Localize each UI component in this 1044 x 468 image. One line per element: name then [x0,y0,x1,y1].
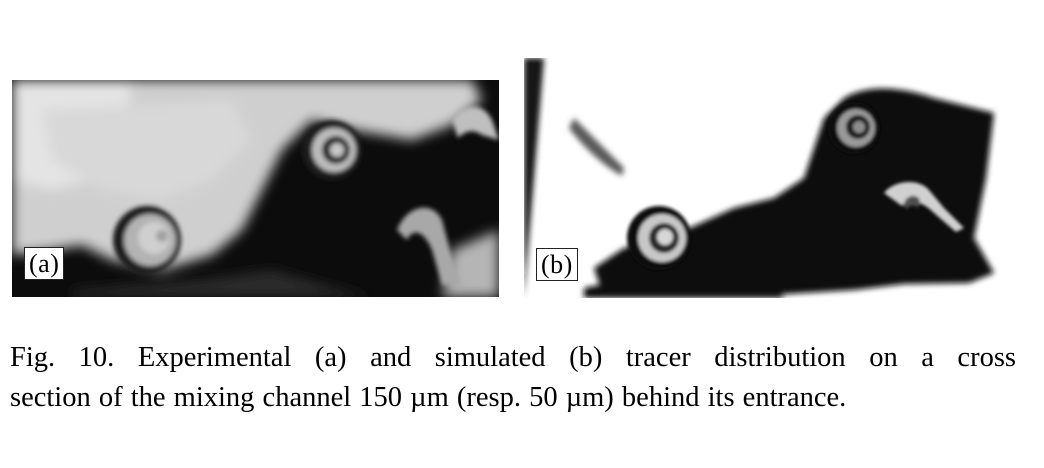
caption-line-1: Fig. 10. Experimental (a) and simulated … [10,342,1016,373]
panel-b-simulated-image: (b) [524,58,1010,298]
experimental-tracer-image [12,80,499,297]
figure-caption: Fig. 10. Experimental (a) and simulated … [10,338,1016,418]
panel-a-experimental-image: (a) [12,80,499,297]
panel-b-label: (b) [536,248,578,281]
caption-line-2: section of the mixing channel 150 µm (re… [10,382,847,413]
panel-a-label: (a) [24,247,65,280]
simulated-tracer-image [524,58,1010,298]
